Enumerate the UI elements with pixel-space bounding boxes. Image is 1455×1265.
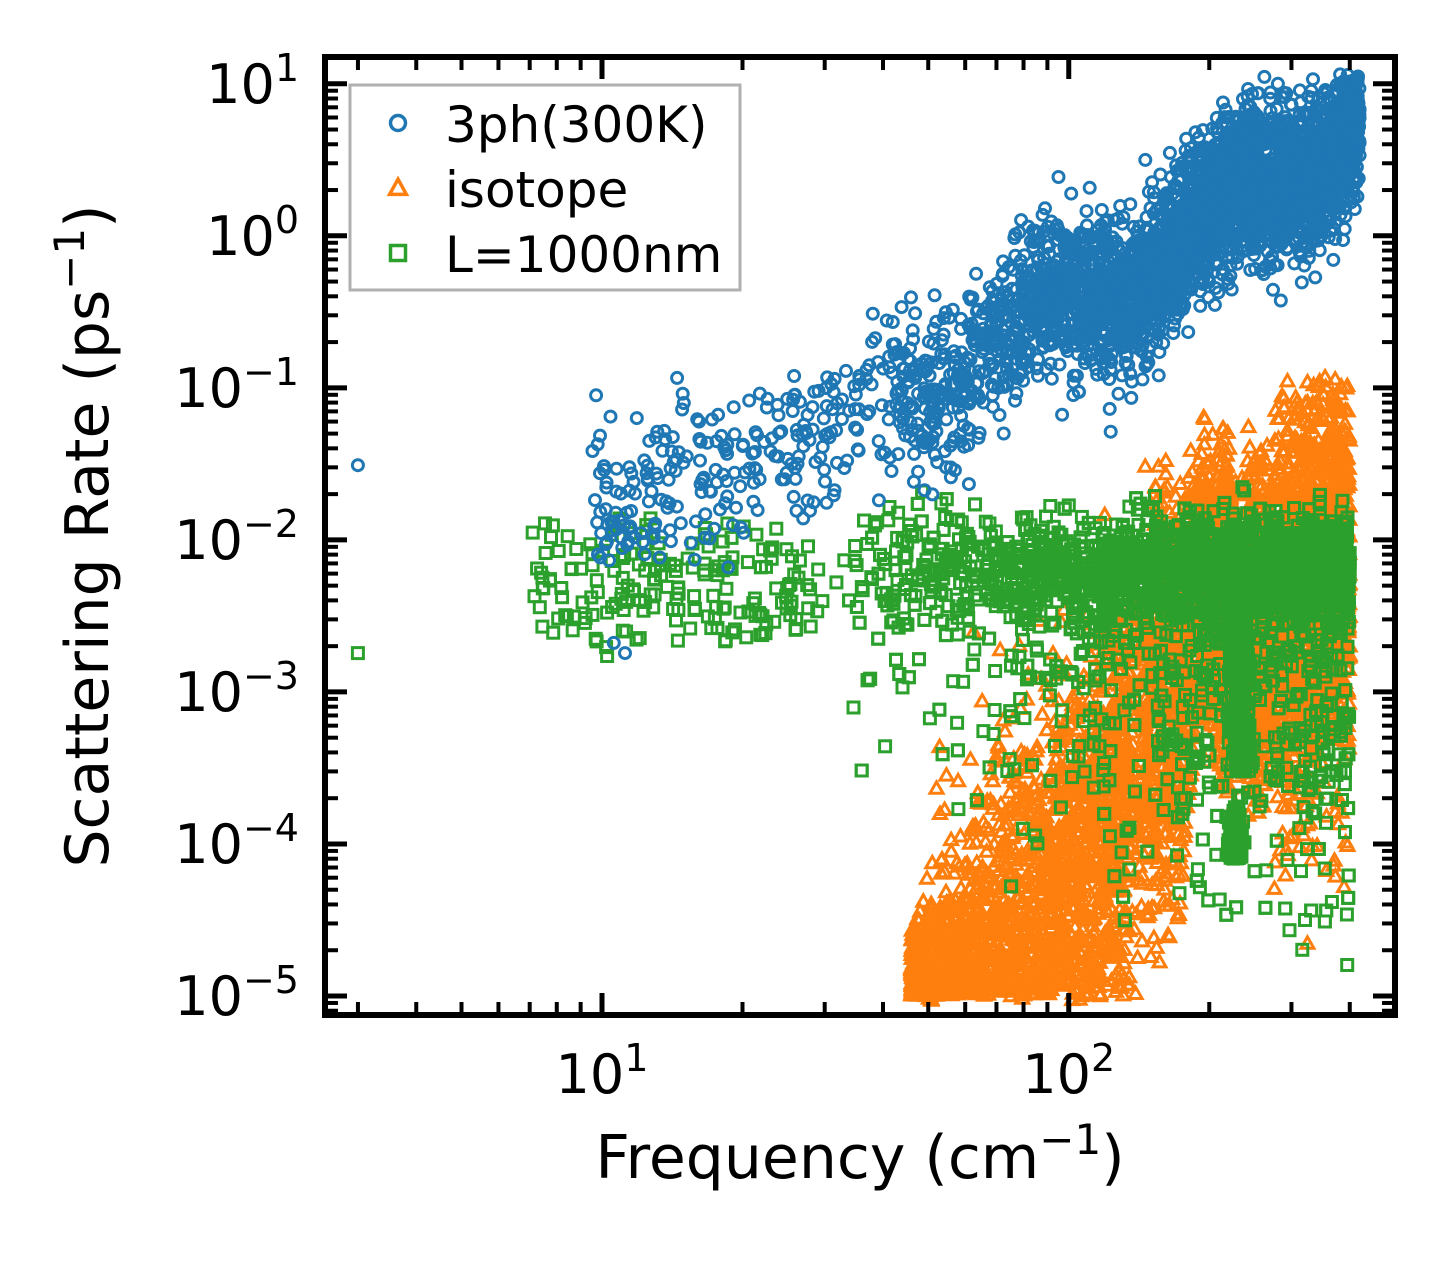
x-tick-label: 101 (556, 1036, 649, 1106)
y-tick-label: 10−2 (174, 502, 299, 572)
legend-entry[interactable]: 3ph(300K) (388, 96, 708, 154)
plot-legend: 3ph(300K) isotope L=1000nm (348, 83, 742, 292)
legend-square-icon (388, 243, 408, 263)
legend-entry-label: 3ph(300K) (445, 96, 707, 154)
axis-labels-layer: 10−5 10−4 10−3 10−2 10−1 100 101 101 102 Frequenc… (45, 46, 1125, 1193)
data-points-layer (350, 67, 1367, 1007)
legend-entry[interactable]: L=1000nm (388, 226, 723, 284)
legend-frame (348, 83, 742, 292)
x-axis-label: Frequency (cm−1) (595, 1115, 1124, 1193)
y-tick-label: 10−1 (174, 350, 299, 420)
legend-entry-label: isotope (445, 161, 628, 219)
y-tick-label: 101 (206, 46, 299, 116)
legend-triangle-icon (386, 175, 410, 197)
legend-entry-label: L=1000nm (445, 226, 722, 284)
y-axis-label: Scattering Rate (ps−1) (45, 204, 123, 867)
y-tick-label: 10−3 (174, 654, 299, 724)
y-tick-label: 10−4 (174, 806, 299, 876)
series-3ph300K-points (350, 67, 1367, 661)
x-tick-label: 102 (1022, 1036, 1115, 1106)
series-L1000nm-points (350, 480, 1357, 972)
legend-circle-icon (388, 113, 408, 133)
y-tick-label: 10−5 (174, 958, 299, 1028)
y-tick-label: 100 (206, 198, 299, 268)
legend-entry[interactable]: isotope (386, 161, 629, 219)
axes-layer (322, 54, 1398, 1018)
